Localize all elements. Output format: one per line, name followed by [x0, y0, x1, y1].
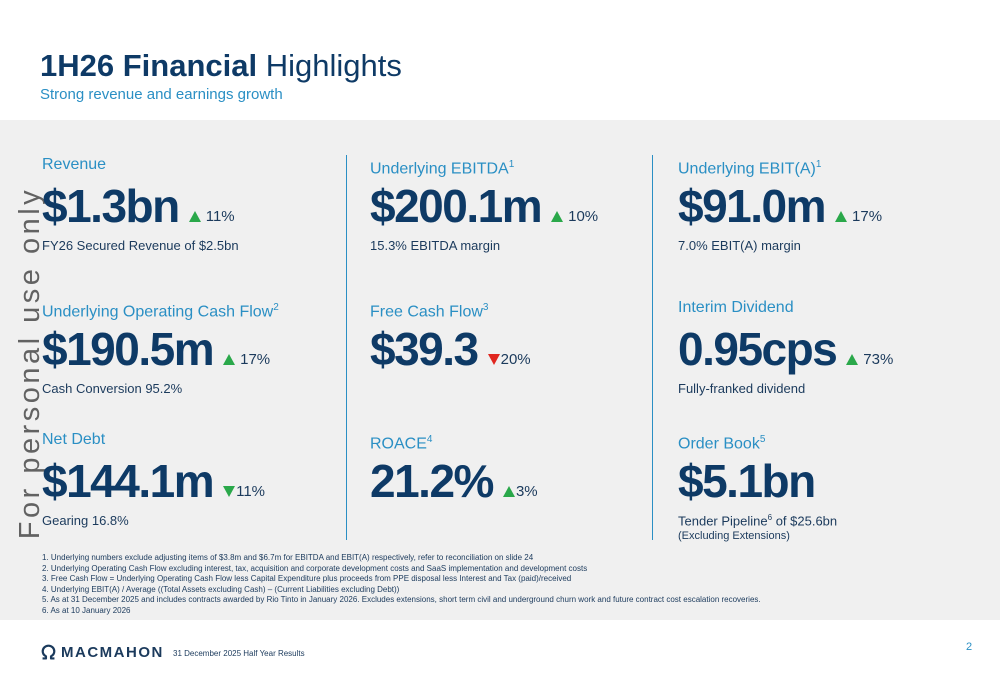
page-number: 2 — [966, 641, 973, 653]
omega-logo-icon — [41, 644, 56, 660]
change-indicator: 11% — [223, 483, 265, 500]
change-indicator: 17% — [223, 351, 270, 368]
metric-free-cash-flow: Free Cash Flow3 $39.3 20% — [370, 297, 531, 375]
metric-note: Cash Conversion 95.2% — [42, 381, 183, 396]
metric-value: $5.1bn — [678, 455, 816, 507]
title-bold: 1H26 Financial — [40, 48, 258, 83]
change-indicator: 17% — [835, 208, 882, 225]
up-arrow-icon — [502, 486, 515, 497]
logo-wordmark: MACMAHON — [61, 644, 164, 661]
metric-note: FY26 Secured Revenue of $2.5bn — [42, 238, 239, 253]
metric-underlying-ebita: Underlying EBIT(A)1 $91.0m 17% 7.0% EBIT… — [678, 154, 882, 253]
footnote: 3. Free Cash Flow = Underlying Operating… — [42, 574, 572, 583]
metric-value: $39.3 — [370, 323, 479, 375]
up-arrow-icon — [835, 211, 848, 222]
footnote: 6. As at 10 January 2026 — [42, 605, 131, 615]
up-arrow-icon — [223, 354, 236, 365]
metric-underlying-ebitda: Underlying EBITDA1 $200.1m 10% 15.3% EBI… — [370, 154, 598, 253]
metric-label: Underlying EBIT(A)1 — [678, 159, 822, 178]
highlights-panel — [0, 120, 1000, 620]
metric-subnote: (Excluding Extensions) — [678, 530, 790, 543]
metric-value: $200.1m — [370, 180, 543, 232]
change-indicator: 10% — [551, 208, 598, 225]
metric-order-book: Order Book5 $5.1bn Tender Pipeline6 of $… — [678, 429, 837, 542]
up-arrow-icon — [188, 211, 201, 222]
column-divider-1 — [346, 155, 347, 540]
metric-label: Interim Dividend — [678, 299, 794, 316]
footnote: 1. Underlying numbers exclude adjusting … — [42, 553, 534, 562]
change-indicator: 3% — [502, 483, 538, 500]
metric-value: $190.5m — [42, 323, 215, 375]
metric-net-debt: Net Debt $144.1m 11% Gearing 16.8% — [42, 429, 265, 528]
metric-label: Free Cash Flow3 — [370, 302, 489, 321]
metric-value: $1.3bn — [42, 180, 180, 232]
metric-value: 0.95cps — [678, 323, 838, 375]
change-indicator: 11% — [188, 208, 235, 225]
metric-value: $144.1m — [42, 455, 215, 507]
metric-label: Net Debt — [42, 431, 106, 448]
metric-revenue: Revenue $1.3bn 11% FY26 Secured Revenue … — [42, 154, 239, 253]
down-arrow-icon — [487, 354, 500, 365]
column-divider-2 — [652, 155, 653, 540]
metric-label: Order Book5 — [678, 434, 766, 453]
page-subtitle: Strong revenue and earnings growth — [40, 86, 283, 103]
metric-label: Underlying EBITDA1 — [370, 159, 515, 178]
metric-note: 7.0% EBIT(A) margin — [678, 238, 801, 253]
metric-roace: ROACE4 21.2% 3% — [370, 429, 538, 507]
footnotes: 1. Underlying numbers exclude adjusting … — [42, 553, 761, 616]
metric-interim-dividend: Interim Dividend 0.95cps 73% Fully-frank… — [678, 297, 893, 396]
metric-note: Tender Pipeline6 of $25.6bn — [678, 513, 838, 529]
metric-value: $91.0m — [678, 180, 827, 232]
metric-label: Revenue — [42, 156, 107, 173]
page-title: 1H26 Financial Highlights — [40, 48, 402, 84]
up-arrow-icon — [846, 354, 859, 365]
footnote: 4. Underlying EBIT(A) / Average ((Total … — [42, 584, 400, 594]
metric-label: Underlying Operating Cash Flow2 — [42, 302, 279, 321]
metric-label: ROACE4 — [370, 434, 433, 453]
up-arrow-icon — [551, 211, 564, 222]
metric-note: Gearing 16.8% — [42, 513, 129, 528]
metric-operating-cash-flow: Underlying Operating Cash Flow2 $190.5m … — [42, 297, 279, 396]
down-arrow-icon — [223, 486, 236, 497]
title-light: Highlights — [265, 48, 402, 83]
metric-note: Fully-franked dividend — [678, 381, 806, 396]
change-indicator: 73% — [846, 351, 893, 368]
report-date: 31 December 2025 Half Year Results — [173, 649, 305, 658]
footnote: 2. Underlying Operating Cash Flow exclud… — [42, 563, 588, 573]
change-indicator: 20% — [487, 351, 531, 368]
macmahon-logo: MACMAHON — [40, 644, 164, 661]
metric-note: 15.3% EBITDA margin — [370, 238, 501, 253]
metric-value: 21.2% — [370, 455, 494, 507]
footnote: 5. As at 31 December 2025 and includes c… — [42, 595, 761, 604]
